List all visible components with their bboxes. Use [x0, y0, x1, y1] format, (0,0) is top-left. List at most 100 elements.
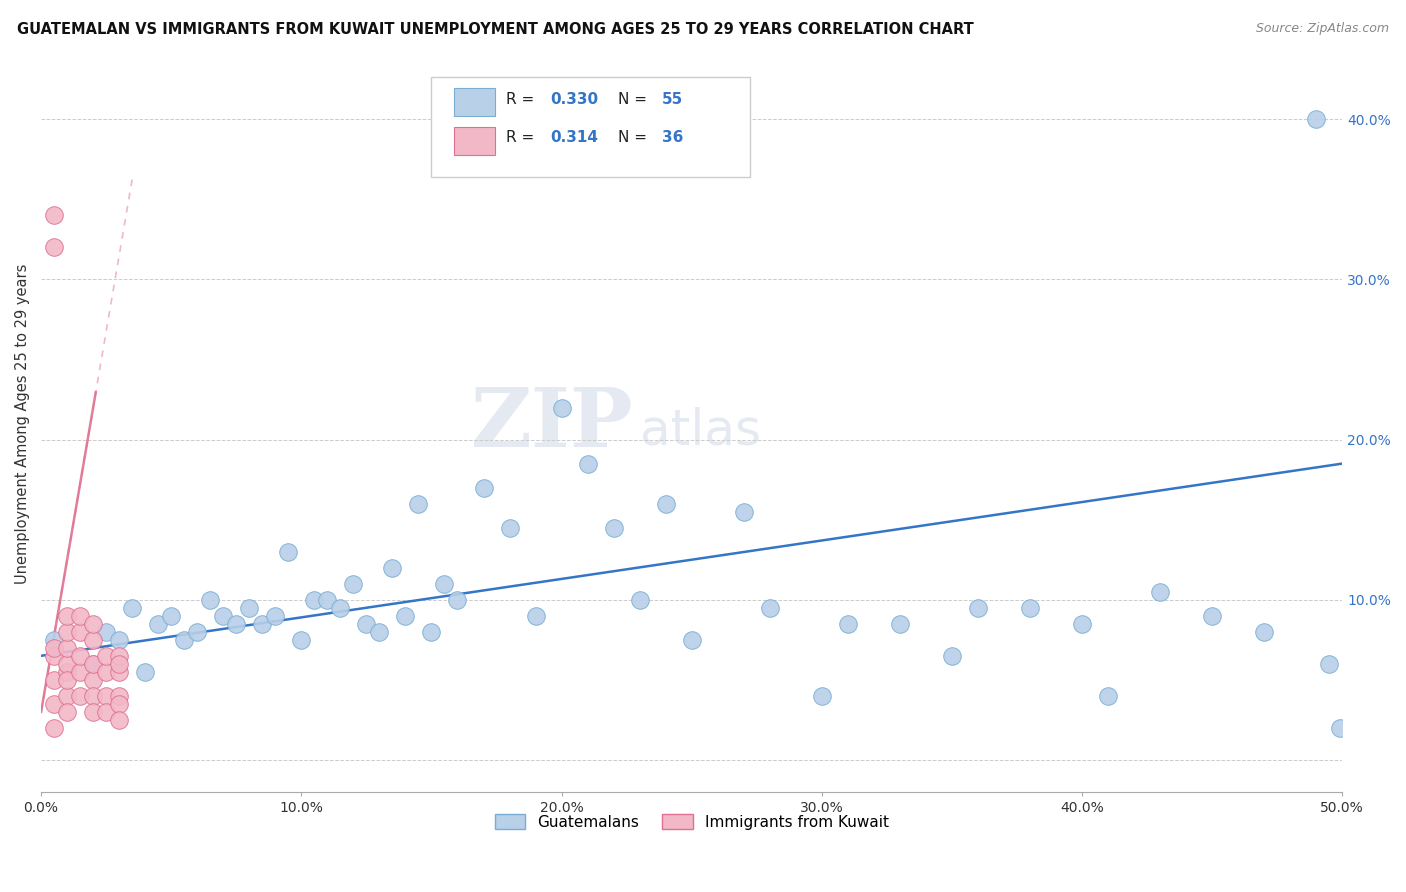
Point [212, 608, 235, 623]
Point [148, 616, 170, 631]
Point [56, 665, 79, 679]
Point [96, 705, 118, 719]
Point [56, 640, 79, 655]
Point [967, 600, 990, 615]
Point [356, 616, 378, 631]
Legend: Guatemalans, Immigrants from Kuwait: Guatemalans, Immigrants from Kuwait [488, 807, 896, 836]
Point [42, 240, 65, 254]
Point [121, 600, 143, 615]
Point [602, 521, 624, 535]
Point [1317, 657, 1340, 671]
Point [420, 624, 443, 639]
Point [381, 560, 404, 574]
Point [108, 648, 131, 663]
Point [69, 624, 91, 639]
Point [134, 665, 156, 679]
Point [56, 624, 79, 639]
Point [1253, 624, 1275, 639]
Text: atlas: atlas [640, 407, 761, 455]
Point [446, 592, 468, 607]
Point [342, 576, 364, 591]
Point [1149, 584, 1171, 599]
Point [550, 401, 572, 415]
Point [42, 648, 65, 663]
Point [733, 505, 755, 519]
Point [472, 481, 495, 495]
Text: R =: R = [506, 130, 538, 145]
Point [96, 648, 118, 663]
Point [96, 689, 118, 703]
Point [42, 697, 65, 711]
Point [42, 673, 65, 687]
Point [368, 624, 391, 639]
Point [69, 689, 91, 703]
Point [394, 608, 416, 623]
Point [433, 576, 456, 591]
Point [576, 457, 599, 471]
Text: N =: N = [617, 130, 651, 145]
FancyBboxPatch shape [432, 78, 751, 177]
Point [82, 673, 104, 687]
Text: R =: R = [506, 92, 538, 107]
FancyBboxPatch shape [454, 127, 495, 154]
Point [160, 608, 183, 623]
Point [1305, 112, 1327, 127]
Point [941, 648, 963, 663]
Point [82, 616, 104, 631]
Point [96, 624, 118, 639]
Point [42, 208, 65, 222]
Point [82, 657, 104, 671]
Point [889, 616, 911, 631]
Text: 55: 55 [662, 92, 683, 107]
Point [681, 632, 703, 647]
Point [69, 648, 91, 663]
Point [628, 592, 651, 607]
Point [56, 608, 79, 623]
Point [1097, 689, 1119, 703]
Point [96, 665, 118, 679]
Point [42, 632, 65, 647]
Point [69, 665, 91, 679]
Text: N =: N = [617, 92, 651, 107]
Point [837, 616, 859, 631]
Point [277, 544, 299, 558]
FancyBboxPatch shape [454, 88, 495, 116]
Point [1019, 600, 1042, 615]
Point [524, 608, 547, 623]
Point [498, 521, 520, 535]
Point [200, 592, 222, 607]
Point [225, 616, 247, 631]
Point [304, 592, 326, 607]
Point [758, 600, 780, 615]
Point [108, 632, 131, 647]
Point [238, 600, 260, 615]
Point [82, 689, 104, 703]
Point [42, 721, 65, 735]
Point [108, 713, 131, 727]
Point [1329, 721, 1351, 735]
Point [290, 632, 312, 647]
Point [69, 608, 91, 623]
Point [1071, 616, 1094, 631]
Point [56, 657, 79, 671]
Point [252, 616, 274, 631]
Point [82, 632, 104, 647]
Point [173, 632, 195, 647]
Point [264, 608, 287, 623]
Y-axis label: Unemployment Among Ages 25 to 29 years: Unemployment Among Ages 25 to 29 years [15, 263, 30, 583]
Point [56, 705, 79, 719]
Point [654, 497, 676, 511]
Point [316, 592, 339, 607]
Text: 0.330: 0.330 [550, 92, 598, 107]
Text: 36: 36 [662, 130, 683, 145]
Text: 0.314: 0.314 [550, 130, 598, 145]
Point [186, 624, 208, 639]
Point [108, 665, 131, 679]
Point [82, 657, 104, 671]
Point [1201, 608, 1223, 623]
Point [108, 689, 131, 703]
Point [82, 705, 104, 719]
Text: Source: ZipAtlas.com: Source: ZipAtlas.com [1256, 22, 1389, 36]
Point [108, 657, 131, 671]
Point [329, 600, 352, 615]
